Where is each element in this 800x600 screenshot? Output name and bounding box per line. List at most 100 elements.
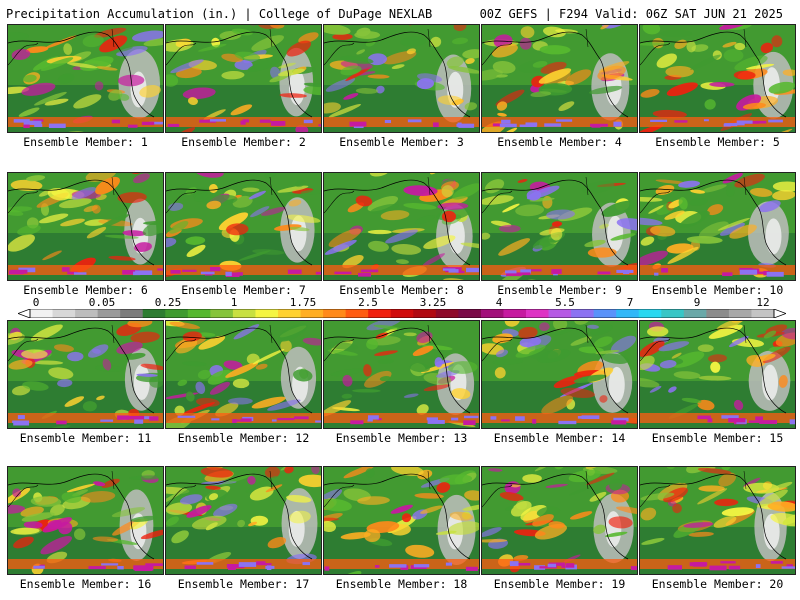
colorbar-tick: 2.5 <box>358 296 378 309</box>
precip-map <box>165 172 322 281</box>
colorbar-frame <box>29 309 775 318</box>
precip-field <box>8 173 163 280</box>
precip-field <box>166 173 321 280</box>
colorbar-swatch <box>345 309 369 318</box>
colorbar-swatch <box>458 309 482 318</box>
precip-map <box>323 172 480 281</box>
colorbar-tick: 0.25 <box>154 296 182 309</box>
precip-map <box>7 172 164 281</box>
precip-field <box>640 173 795 280</box>
colorbar-swatch <box>571 309 595 318</box>
colorbar-swatch <box>52 309 76 318</box>
colorbar-swatch <box>503 309 527 318</box>
colorbar-swatch <box>616 309 640 318</box>
colorbar-tick: 12 <box>756 296 770 309</box>
precip-map <box>323 320 480 429</box>
precip-field <box>640 467 795 574</box>
colorbar-tick: 0 <box>32 296 40 309</box>
colorbar-swatch <box>210 309 234 318</box>
precip-map <box>7 466 164 575</box>
colorbar-swatch <box>187 309 211 318</box>
colorbar-swatch <box>683 309 707 318</box>
precip-field <box>640 25 795 132</box>
colorbar-swatch <box>300 309 324 318</box>
precip-map <box>639 320 796 429</box>
precip-map <box>481 320 638 429</box>
product-title: Precipitation Accumulation (in.) | Colle… <box>6 7 433 21</box>
panel-label: Ensemble Member: 11 <box>19 431 152 445</box>
colorbar-swatch <box>255 309 279 318</box>
colorbar-swatch <box>638 309 662 318</box>
precip-field <box>8 321 163 428</box>
colorbar-swatch <box>751 309 775 318</box>
colorbar-swatch <box>706 309 730 318</box>
panel-label: Ensemble Member: 15 <box>651 431 784 445</box>
header: Precipitation Accumulation (in.) | Colle… <box>0 0 800 22</box>
precip-map <box>7 320 164 429</box>
panel-label: Ensemble Member: 6 <box>23 283 148 297</box>
colorbar-swatch <box>526 309 550 318</box>
colorbar-tick: 5.5 <box>555 296 575 309</box>
panel-label: Ensemble Member: 12 <box>177 431 310 445</box>
colorbar-tick: 7 <box>626 296 634 309</box>
precip-field <box>324 467 479 574</box>
panel-label: Ensemble Member: 18 <box>335 577 468 591</box>
panel-label: Ensemble Member: 16 <box>19 577 152 591</box>
colorbar-swatch <box>75 309 99 318</box>
colorbar-arrow-right <box>773 309 786 318</box>
panel-label: Ensemble Member: 9 <box>497 283 622 297</box>
colorbar-swatch <box>728 309 752 318</box>
precip-field <box>324 25 479 132</box>
precip-map <box>323 24 480 133</box>
precip-colorbar: 0 0.05 0.25 1 1.75 2.5 3.25 4 5.5 7 9 12 <box>18 296 786 320</box>
colorbar-swatch <box>120 309 144 318</box>
panel-label: Ensemble Member: 13 <box>335 431 468 445</box>
colorbar-swatch <box>390 309 414 318</box>
precip-field <box>324 173 479 280</box>
precip-field <box>166 467 321 574</box>
colorbar-tick: 9 <box>693 296 701 309</box>
panel-label: Ensemble Member: 4 <box>497 135 622 149</box>
colorbar-swatch <box>142 309 166 318</box>
precip-field <box>166 25 321 132</box>
panel-label: Ensemble Member: 17 <box>177 577 310 591</box>
panel-label: Ensemble Member: 5 <box>655 135 780 149</box>
colorbar-swatch <box>232 309 256 318</box>
colorbar-arrow-left <box>18 309 31 318</box>
precip-map <box>639 466 796 575</box>
precip-map <box>481 172 638 281</box>
colorbar-swatch <box>435 309 459 318</box>
precip-field <box>8 467 163 574</box>
precip-map <box>165 24 322 133</box>
precip-field <box>8 25 163 132</box>
panel-label: Ensemble Member: 3 <box>339 135 464 149</box>
panel-label: Ensemble Member: 10 <box>651 283 784 297</box>
colorbar-tick: 3.25 <box>419 296 447 309</box>
panel-label: Ensemble Member: 2 <box>181 135 306 149</box>
colorbar-swatch <box>165 309 189 318</box>
colorbar-tick: 0.05 <box>88 296 116 309</box>
model-valid-time: 00Z GEFS | F294 Valid: 06Z SAT JUN 21 20… <box>479 7 783 21</box>
colorbar-strip <box>18 309 786 318</box>
precip-field <box>482 321 637 428</box>
panel-label: Ensemble Member: 14 <box>493 431 626 445</box>
precip-map <box>639 172 796 281</box>
precip-field <box>482 25 637 132</box>
precip-map <box>481 24 638 133</box>
colorbar-tick: 1.75 <box>289 296 317 309</box>
panel-label: Ensemble Member: 19 <box>493 577 626 591</box>
precip-field <box>324 321 479 428</box>
precip-field <box>482 467 637 574</box>
precip-field <box>482 173 637 280</box>
colorbar-swatch <box>278 309 302 318</box>
precip-map <box>481 466 638 575</box>
colorbar-swatch <box>30 309 54 318</box>
colorbar-swatch <box>368 309 392 318</box>
colorbar-swatch <box>661 309 685 318</box>
colorbar-swatch <box>593 309 617 318</box>
colorbar-tick: 4 <box>495 296 503 309</box>
precip-map <box>7 24 164 133</box>
precip-map <box>639 24 796 133</box>
colorbar-swatch <box>413 309 437 318</box>
colorbar-tick: 1 <box>230 296 238 309</box>
